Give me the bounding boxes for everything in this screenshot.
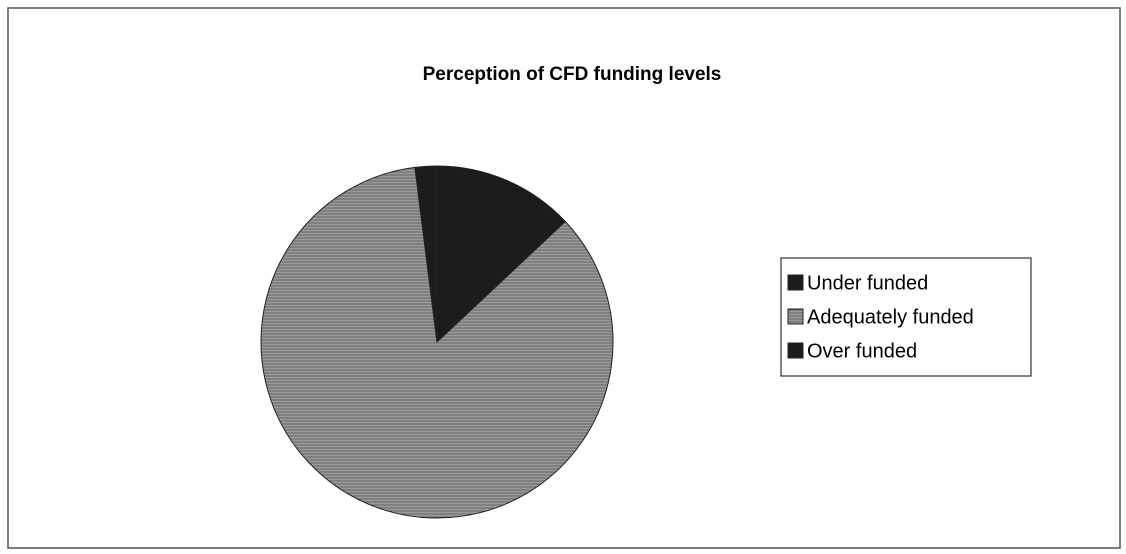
- legend-swatch: [787, 274, 804, 291]
- pie-slice: [414, 165, 438, 343]
- legend-swatch: [787, 342, 804, 359]
- legend: [780, 257, 1032, 377]
- legend-entries: Under funded Adequately funded Over funded: [787, 272, 974, 362]
- legend-label: Adequately funded: [807, 306, 974, 328]
- legend-swatch: [787, 308, 804, 325]
- pie-slice: [436, 165, 567, 344]
- pie-slice: [260, 166, 614, 519]
- legend-label: Over funded: [807, 340, 917, 362]
- legend-label: Under funded: [807, 272, 928, 294]
- chart-title: Perception of CFD funding levels: [423, 64, 722, 85]
- pie: [260, 165, 614, 519]
